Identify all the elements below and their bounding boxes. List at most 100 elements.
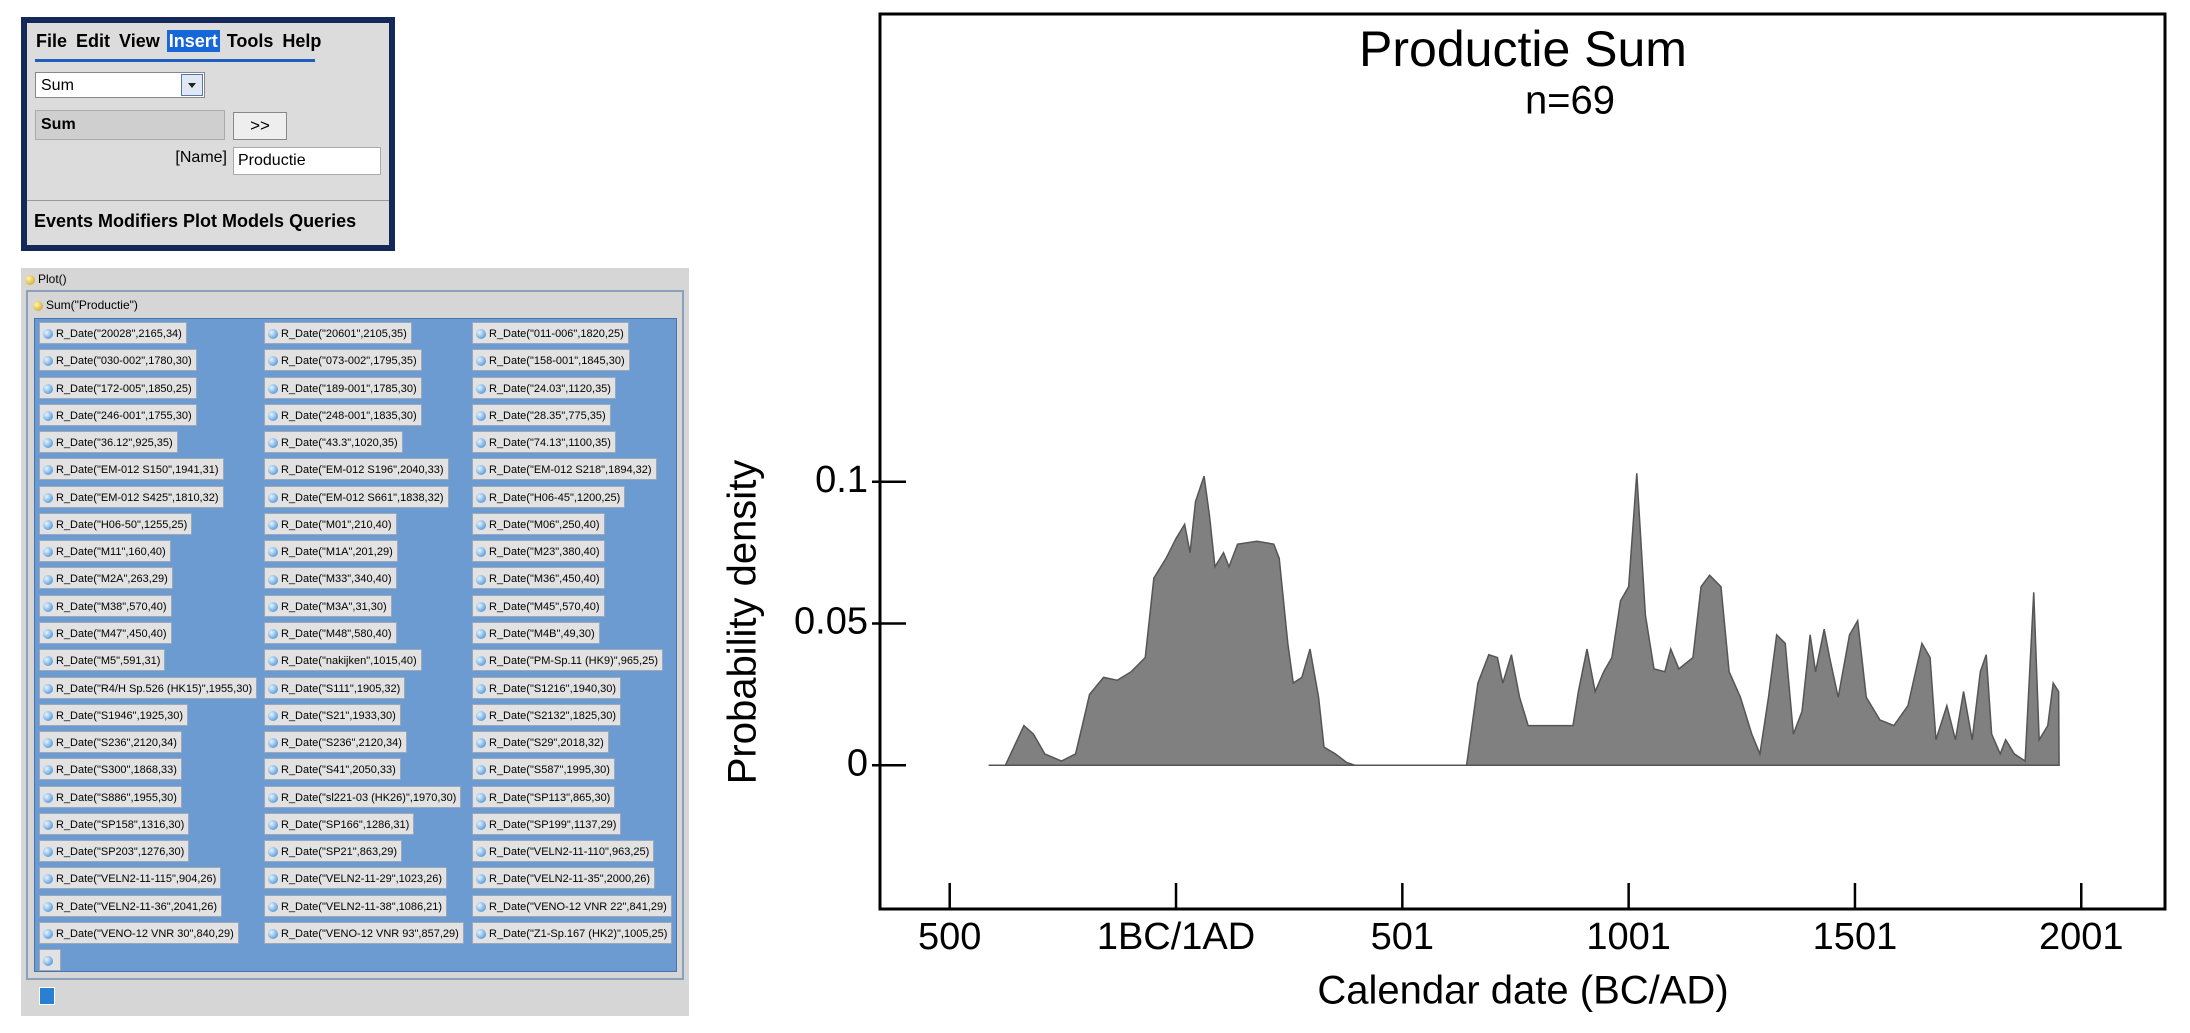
date-item[interactable]: R_Date("PM-Sp.11 (HK9)",965,25) [472,649,664,672]
date-item[interactable]: R_Date("S1216",1940,30) [472,676,622,699]
tab[interactable]: Models [222,211,285,231]
date-item[interactable]: R_Date("M1A",201,29) [264,540,398,563]
date-item[interactable]: R_Date("M4B",49,30) [472,621,600,644]
date-item[interactable]: R_Date("VENO-12 VNR 93",857,29) [264,921,464,944]
dropdown[interactable]: Sum [35,72,205,98]
date-item[interactable]: R_Date("SP113",865,30) [472,785,616,808]
date-item[interactable]: R_Date("246-001",1755,30) [39,403,197,426]
date-item[interactable]: R_Date("M36",450,40) [472,567,605,590]
date-item[interactable]: R_Date("M33",340,40) [264,567,397,590]
sum-box: Sum("Productie") R_Date("20028",2165,34)… [26,290,684,980]
menu-item[interactable]: Insert [166,30,220,52]
item-icon [476,656,486,667]
date-item[interactable]: R_Date("M11",160,40) [39,540,171,563]
date-item[interactable]: R_Date("M38",570,40) [39,594,172,617]
date-item[interactable]: R_Date("M47",450,40) [39,621,172,644]
item-icon [476,492,486,503]
item-label: R_Date("VELN2-11-35",2000,26) [489,873,651,886]
date-item[interactable]: R_Date("VELN2-11-115",904,26) [39,867,222,890]
date-item[interactable]: R_Date("EM-012 S218",1894,32) [472,458,657,481]
date-item[interactable]: R_Date("M23",380,40) [472,540,605,563]
tab[interactable]: Events [34,211,94,231]
date-item[interactable]: R_Date("S41",2050,33) [264,758,401,781]
date-item[interactable]: R_Date("20028",2165,34) [39,322,187,344]
date-item[interactable]: R_Date("R4/H Sp.526 (HK15)",1955,30) [39,676,258,699]
date-item[interactable]: R_Date("S21",1933,30) [264,703,401,726]
date-item[interactable]: R_Date("S2132",1825,30) [472,703,622,726]
menu-item[interactable]: Tools [226,31,274,51]
date-item[interactable]: R_Date("SP166",1286,31) [264,812,415,835]
date-item[interactable]: R_Date("SP203",1276,30) [39,840,190,863]
item-icon [476,329,486,340]
date-item[interactable]: R_Date("S587",1995,30) [472,758,615,781]
date-item[interactable]: R_Date("EM-012 S661",1838,32) [264,485,449,508]
tree-root[interactable]: Plot() [25,272,67,286]
name-input[interactable]: Productie [233,147,381,175]
date-item[interactable]: R_Date("M01",210,40) [264,512,397,535]
menu-item[interactable]: Help [282,31,322,51]
date-item[interactable]: R_Date("158-001",1845,30) [472,349,630,372]
date-item[interactable]: R_Date("EM-012 S150",1941,31) [39,458,224,481]
date-item[interactable]: R_Date("SP199",1137,29) [472,812,622,835]
date-item[interactable]: R_Date("43.3",1020,35) [264,431,403,454]
date-item[interactable]: R_Date("S300",1868,33) [39,758,182,781]
date-item[interactable]: R_Date("S236",2120,34) [39,731,182,754]
date-item[interactable]: R_Date("M2A",263,29) [39,567,173,590]
date-item[interactable]: R_Date("011-006",1820,25) [472,322,629,344]
date-item[interactable]: R_Date("VELN2-11-38",1086,21) [264,894,448,917]
date-item[interactable]: R_Date("H06-45",1200,25) [472,485,626,508]
date-item[interactable]: R_Date("S1946",1925,30) [39,703,189,726]
date-item[interactable]: R_Date("28.35",775,35) [472,403,611,426]
date-item[interactable]: R_Date("SP158",1316,30) [39,812,190,835]
sum-node[interactable]: Sum("Productie") [33,298,138,312]
date-item[interactable]: R_Date("073-002",1795,35) [264,349,422,372]
item-label: R_Date("VENO-12 VNR 30",840,29) [56,927,234,940]
date-item[interactable]: R_Date("36.12",925,35) [39,431,178,454]
date-item[interactable]: R_Date("S111",1905,32) [264,676,406,699]
date-item[interactable]: R_Date("172-005",1850,25) [39,376,197,399]
date-item[interactable]: R_Date("S236",2120,34) [264,731,407,754]
date-item[interactable]: R_Date("VELN2-11-35",2000,26) [472,867,656,890]
item-icon [43,874,53,885]
date-item[interactable]: R_Date("H06-50",1255,25) [39,512,193,535]
plot-frame [878,12,2167,911]
dropdown-button[interactable] [181,74,203,96]
date-item[interactable]: R_Date("sl221-03 (HK26)",1970,30) [264,785,462,808]
date-item[interactable]: R_Date("VELN2-11-29",1023,26) [264,867,448,890]
date-item[interactable]: R_Date("VENO-12 VNR 22",841,29) [472,894,672,917]
item-icon [43,629,53,640]
menu-item[interactable]: Edit [76,31,111,51]
date-item[interactable]: R_Date("030-002",1780,30) [39,349,197,372]
item-label: R_Date("VELN2-11-36",2041,26) [56,900,218,913]
form-button[interactable]: >> [233,112,287,140]
empty-item[interactable] [39,949,61,972]
date-item[interactable]: R_Date("M45",570,40) [472,594,605,617]
item-icon [476,901,486,912]
date-item[interactable]: R_Date("248-001",1835,30) [264,403,422,426]
date-item[interactable]: R_Date("VENO-12 VNR 30",840,29) [39,921,239,944]
date-item[interactable]: R_Date("S886",1955,30) [39,785,182,808]
menu-item[interactable]: View [119,31,160,51]
date-item[interactable]: R_Date("SP21",863,29) [264,840,403,863]
tab[interactable]: Queries [289,211,357,231]
date-item[interactable]: R_Date("VELN2-11-36",2041,26) [39,894,223,917]
date-item[interactable]: R_Date("M06",250,40) [472,512,605,535]
date-item[interactable]: R_Date("S29",2018,32) [472,731,609,754]
root-label: Plot() [38,272,67,286]
date-item[interactable]: R_Date("24.03",1120,35) [472,376,616,399]
date-item[interactable]: R_Date("Z1-Sp.167 (HK2)",1005,25) [472,921,673,944]
date-item[interactable]: R_Date("M48",580,40) [264,621,397,644]
date-item[interactable]: R_Date("EM-012 S425",1810,32) [39,485,224,508]
tab[interactable]: Plot [183,211,218,231]
date-item[interactable]: R_Date("189-001",1785,30) [264,376,422,399]
date-item[interactable]: R_Date("20601",2105,35) [264,322,412,344]
menu-item[interactable]: File [36,31,68,51]
bottom-icon[interactable] [39,987,55,1005]
tab[interactable]: Modifiers [98,211,179,231]
date-item[interactable]: R_Date("M5",591,31) [39,649,166,672]
date-item[interactable]: R_Date("nakijken",1015,40) [264,649,422,672]
date-item[interactable]: R_Date("74.13",1100,35) [472,431,616,454]
date-item[interactable]: R_Date("M3A",31,30) [264,594,392,617]
date-item[interactable]: R_Date("EM-012 S196",2040,33) [264,458,449,481]
date-item[interactable]: R_Date("VELN2-11-110",963,25) [472,840,655,863]
